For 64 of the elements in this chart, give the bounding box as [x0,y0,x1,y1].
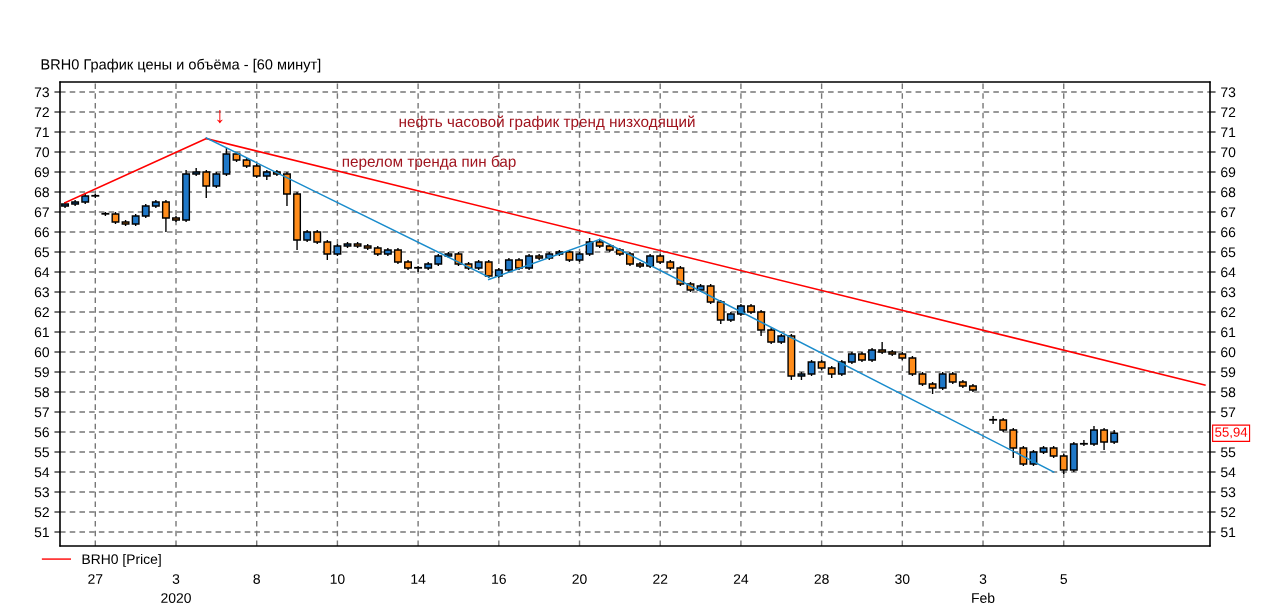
y2-tick-label: 72 [1221,107,1236,118]
y-tick-label: 53 [34,487,49,498]
y-tick-label: 68 [34,187,49,198]
y2-tick-label: 68 [1221,187,1236,198]
y-tick-label: 61 [34,327,49,338]
y-tick-label: 64 [34,267,50,278]
y2-tick-label: 58 [1220,387,1236,398]
y2-tick-label: 60 [1221,347,1236,358]
x-tick-label: 8 [253,574,260,584]
y-tick-label: 62 [34,307,49,318]
y-tick-label: 55 [34,447,49,458]
text: 55,94 [1215,427,1248,439]
y-tick-label: 72 [34,107,49,118]
x-tick-label: 22 [653,574,668,584]
y2-tick-label: 73 [1221,87,1236,98]
y-tick-label: 52 [34,507,49,518]
y-tick-label: 51 [34,527,49,538]
y2-tick-label: 55 [1220,447,1236,458]
y-tick-label: 73 [34,87,49,98]
y-tick-label: 57 [34,407,49,418]
y2-tick-label: 53 [1220,487,1236,498]
annotation: ↓ [217,110,223,124]
text: BRH0 [Price] [82,553,161,567]
x-tick-label: 5 [1060,574,1068,584]
y2-tick-label: 67 [1221,207,1236,218]
y2-tick-label: 59 [1220,367,1236,378]
annotation: перелом тренда пин бар [342,155,516,170]
y-tick-label: 70 [34,147,50,158]
y-tick-label: 66 [34,227,49,238]
y2-tick-label: 70 [1221,147,1236,158]
x-tick-label: 20 [572,574,587,584]
y-tick-label: 71 [34,127,49,138]
x-tick-label: 30 [895,574,910,584]
x-tick-label: 3 2020 [161,574,191,603]
chart-title: BRH0 График цены и объёма - [60 минут] [41,58,321,73]
y-tick-label: 67 [34,207,49,218]
y2-tick-label: 69 [1221,167,1236,178]
x-tick-label: 16 [492,574,506,584]
y-tick-label: 58 [34,387,49,398]
y-tick-label: 69 [34,167,49,178]
y2-tick-label: 61 [1221,327,1236,338]
y-tick-label: 59 [34,367,49,378]
y-tick-label: 63 [34,287,49,298]
y2-tick-label: 62 [1221,307,1236,318]
x-tick-label: 28 [814,574,829,584]
annotation: нефть часовой график тренд низходящий [399,115,695,131]
y2-tick-label: 63 [1221,287,1236,298]
y-tick-label: 54 [34,467,50,478]
x-tick-label: 24 [733,574,749,584]
y2-tick-label: 54 [1220,467,1236,478]
x-tick-label: 27 [88,574,103,584]
y2-tick-label: 71 [1221,127,1236,138]
x-tick-label: 10 [330,574,345,584]
y2-tick-label: 66 [1221,227,1236,238]
y-tick-label: 60 [34,347,50,358]
y2-tick-label: 57 [1220,407,1236,418]
y2-tick-label: 64 [1221,267,1236,278]
y2-tick-label: 65 [1221,247,1236,258]
y2-tick-label: 52 [1220,507,1236,518]
x-tick-label: 3 Feb [972,574,995,603]
y-tick-label: 56 [34,427,49,438]
y2-tick-label: 51 [1220,527,1236,538]
y-tick-label: 65 [34,247,49,258]
x-tick-label: 14 [411,574,426,584]
